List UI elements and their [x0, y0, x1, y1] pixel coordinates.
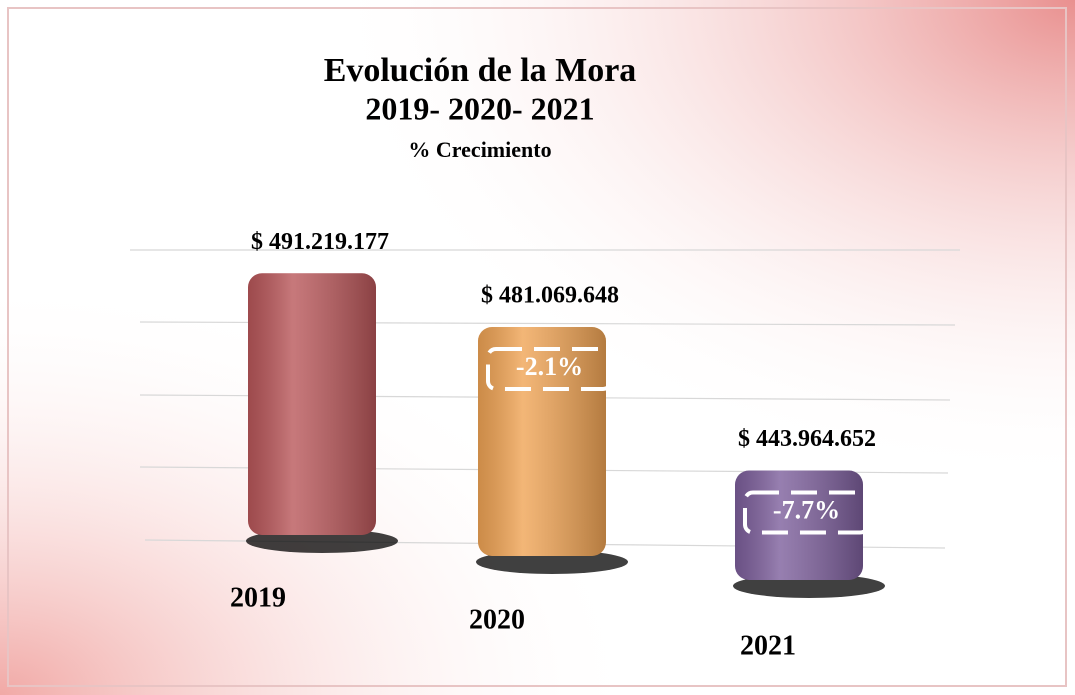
value-label: $ 443.964.652 — [738, 426, 876, 452]
chart-title: Evolución de la Mora — [324, 52, 637, 89]
axis-note: % Crecimiento — [408, 137, 551, 162]
x-tick-label: 2020 — [469, 604, 525, 635]
annotation-box — [486, 346, 613, 391]
annotation-box — [743, 490, 870, 535]
x-tick-label: 2019 — [230, 582, 286, 613]
bar-shine — [478, 326, 606, 556]
bar-shine — [248, 273, 376, 535]
x-tick-label: 2021 — [740, 630, 796, 661]
frame — [7, 7, 1067, 687]
annotation: -2.1% — [516, 352, 583, 381]
chart-subtitle: 2019- 2020- 2021 — [365, 90, 594, 126]
value-label: $ 481.069.648 — [481, 282, 619, 308]
value-label: $ 491.219.177 — [251, 229, 389, 255]
annotation: -7.7% — [773, 496, 840, 525]
bar-shine — [735, 470, 863, 580]
